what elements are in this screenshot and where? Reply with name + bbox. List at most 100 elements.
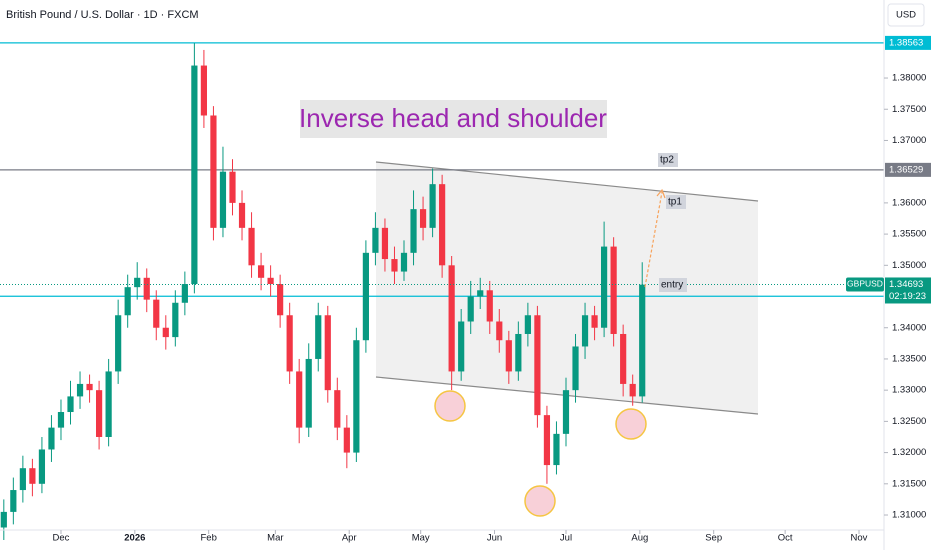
x-tick-label: Nov bbox=[851, 533, 868, 544]
candle-body bbox=[200, 65, 208, 116]
candle-body bbox=[343, 427, 350, 453]
candle-body bbox=[57, 412, 65, 428]
head bbox=[524, 485, 556, 517]
x-tick-label: Mar bbox=[267, 533, 283, 544]
candle-body bbox=[296, 371, 303, 428]
candle-body bbox=[19, 468, 26, 491]
candle-body bbox=[534, 315, 541, 416]
currency[interactable]: USD bbox=[896, 10, 916, 21]
candle-body bbox=[486, 290, 493, 322]
candle-body bbox=[38, 449, 46, 484]
candle-body bbox=[48, 427, 55, 450]
candle-body bbox=[86, 383, 93, 391]
candle-body bbox=[372, 227, 379, 253]
y-tick-label: 1.34000 bbox=[892, 322, 926, 333]
x-tick-label: Sep bbox=[705, 533, 722, 544]
candle-body bbox=[181, 284, 188, 303]
candle-body bbox=[162, 327, 169, 338]
x-tick-label: 2026 bbox=[124, 533, 145, 544]
annotation: Inverse head and shoulder bbox=[299, 103, 607, 133]
candle-body bbox=[238, 202, 246, 228]
x-tick-label: Dec bbox=[53, 533, 70, 544]
x-tick-label: Jul bbox=[560, 533, 572, 544]
candle-body bbox=[410, 209, 417, 253]
level-label: 1.36529 bbox=[889, 164, 923, 175]
candle-body bbox=[105, 371, 112, 437]
level-label: 1.38563 bbox=[889, 37, 923, 48]
candle-body bbox=[448, 265, 455, 372]
y-tick-label: 1.33500 bbox=[892, 353, 926, 364]
y-tick-label: 1.37000 bbox=[892, 135, 926, 146]
y-tick-label: 1.33000 bbox=[892, 385, 926, 396]
candle-body bbox=[324, 315, 331, 391]
candle-body bbox=[67, 396, 74, 413]
plot bbox=[0, 42, 884, 540]
x-tick-label: May bbox=[412, 533, 430, 544]
chart-title: British Pound / U.S. Dollar · 1D · FXCM bbox=[6, 9, 199, 21]
candle-body bbox=[229, 171, 236, 203]
candle-body bbox=[191, 65, 198, 285]
candle-body bbox=[429, 184, 436, 228]
x-tick-label: Feb bbox=[200, 533, 216, 544]
candle-body bbox=[391, 259, 398, 272]
y-tick-label: 1.38000 bbox=[892, 73, 926, 84]
y-tick-label: 1.35500 bbox=[892, 229, 926, 240]
candle-body bbox=[267, 277, 274, 285]
candle-body bbox=[0, 511, 7, 528]
candle-body bbox=[591, 315, 598, 328]
candle-body bbox=[553, 433, 560, 466]
candle-body bbox=[172, 302, 179, 338]
projection-arrow bbox=[644, 191, 663, 288]
candle-body bbox=[620, 333, 627, 384]
candle-body bbox=[305, 358, 312, 428]
candle-body bbox=[477, 290, 484, 297]
candle-body bbox=[334, 390, 341, 428]
y-tick-label: 1.32000 bbox=[892, 447, 926, 458]
y-tick-label: 1.31500 bbox=[892, 478, 926, 489]
candle-body bbox=[419, 209, 427, 228]
right-shoulder bbox=[615, 408, 647, 440]
candle-body bbox=[286, 315, 293, 372]
annotation-box bbox=[300, 100, 607, 138]
target-box bbox=[658, 153, 678, 167]
x-tick-label: Oct bbox=[778, 533, 793, 544]
level-tag bbox=[885, 162, 931, 177]
candle-body bbox=[219, 171, 227, 228]
candle-body bbox=[29, 468, 36, 484]
countdown: 02:19:23 bbox=[889, 291, 926, 302]
candle-body bbox=[10, 490, 17, 512]
candle-body bbox=[572, 346, 579, 391]
candle-body bbox=[629, 383, 636, 397]
candle-body bbox=[496, 321, 503, 341]
channel-upper bbox=[375, 161, 759, 202]
candle-body bbox=[381, 227, 389, 260]
candle-body bbox=[277, 284, 284, 316]
candle-body bbox=[400, 252, 408, 272]
symbol: GBPUSD bbox=[847, 279, 883, 289]
target-box bbox=[666, 195, 686, 209]
y-tick-label: 1.37500 bbox=[892, 104, 926, 115]
candle-body bbox=[458, 321, 465, 372]
candle-body bbox=[95, 390, 103, 437]
last-price: 1.34693 bbox=[889, 279, 923, 290]
candle-body bbox=[315, 315, 322, 359]
candle-body bbox=[353, 340, 360, 453]
candle-body bbox=[515, 333, 522, 372]
candle-body bbox=[439, 184, 446, 266]
candle-body bbox=[153, 299, 160, 328]
arrow-head bbox=[656, 188, 666, 199]
target-label: tp2 bbox=[660, 155, 674, 166]
candle-body bbox=[362, 252, 369, 341]
candle-body bbox=[543, 415, 551, 466]
candle-body bbox=[601, 246, 608, 328]
target-label: entry bbox=[661, 280, 683, 291]
candle-body bbox=[115, 315, 122, 372]
y-tick-label: 1.35000 bbox=[892, 260, 926, 271]
candle-body bbox=[610, 246, 617, 334]
candle-body bbox=[134, 277, 141, 288]
currency-box[interactable] bbox=[887, 3, 925, 27]
target-box bbox=[659, 278, 687, 292]
candle-body bbox=[581, 315, 589, 347]
left-shoulder bbox=[434, 390, 466, 422]
